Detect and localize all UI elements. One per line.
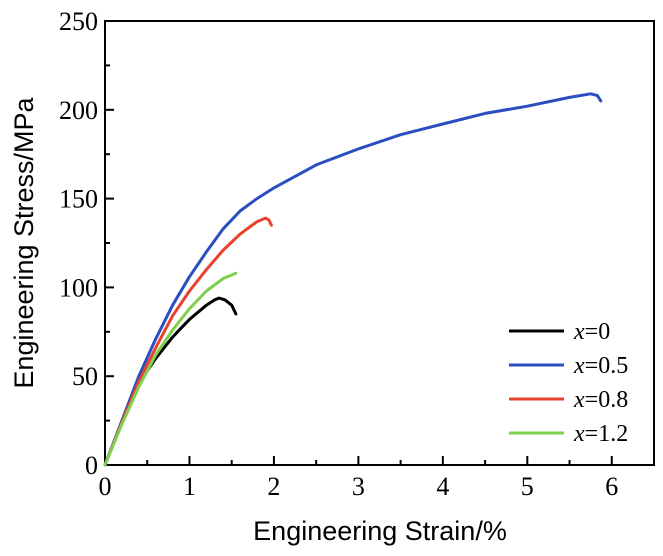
legend-value: =0.5 (585, 353, 629, 379)
axis-ticks (104, 20, 613, 466)
legend-label-0: x=0 (573, 319, 610, 345)
x-tick-label: 4 (436, 472, 449, 501)
y-tick-label: 100 (59, 273, 98, 302)
y-tick-label: 200 (59, 96, 98, 125)
x-tick-label: 1 (183, 472, 196, 501)
x-tick-label: 5 (521, 472, 534, 501)
x-tick-label: 0 (99, 472, 112, 501)
x-tick-label: 6 (605, 472, 618, 501)
plot-frame (104, 20, 655, 466)
x-tick-label: 3 (352, 472, 365, 501)
legend-value: =1.2 (585, 421, 629, 447)
x-tick-label: 2 (267, 472, 280, 501)
x-axis-title: Engineering Strain/% (253, 516, 507, 546)
legend-var: x (573, 319, 585, 345)
y-tick-label: 150 (59, 185, 98, 214)
legend: x=0x=0.5x=0.8x=1.2 (509, 319, 628, 447)
legend-value: =0 (585, 319, 611, 345)
legend-var: x (573, 387, 585, 413)
legend-label-3: x=1.2 (573, 421, 628, 447)
y-tick-label: 0 (85, 451, 98, 480)
axis-tick-labels: 0 1 2 3 4 5 6 0 50 100 150 200 250 (59, 7, 618, 501)
legend-var: x (573, 421, 585, 447)
series-line-2 (103, 216, 273, 467)
series-line-3 (103, 271, 238, 467)
legend-label-1: x=0.5 (573, 353, 628, 379)
series-lines (103, 92, 603, 467)
legend-label-2: x=0.8 (573, 387, 628, 413)
y-tick-label: 250 (59, 7, 98, 36)
legend-value: =0.8 (585, 387, 629, 413)
series-line-1 (103, 92, 603, 467)
legend-var: x (573, 353, 585, 379)
series-line-0 (103, 296, 238, 467)
y-axis-title: Engineering Stress/MPa (9, 96, 39, 388)
y-tick-label: 50 (72, 362, 98, 391)
